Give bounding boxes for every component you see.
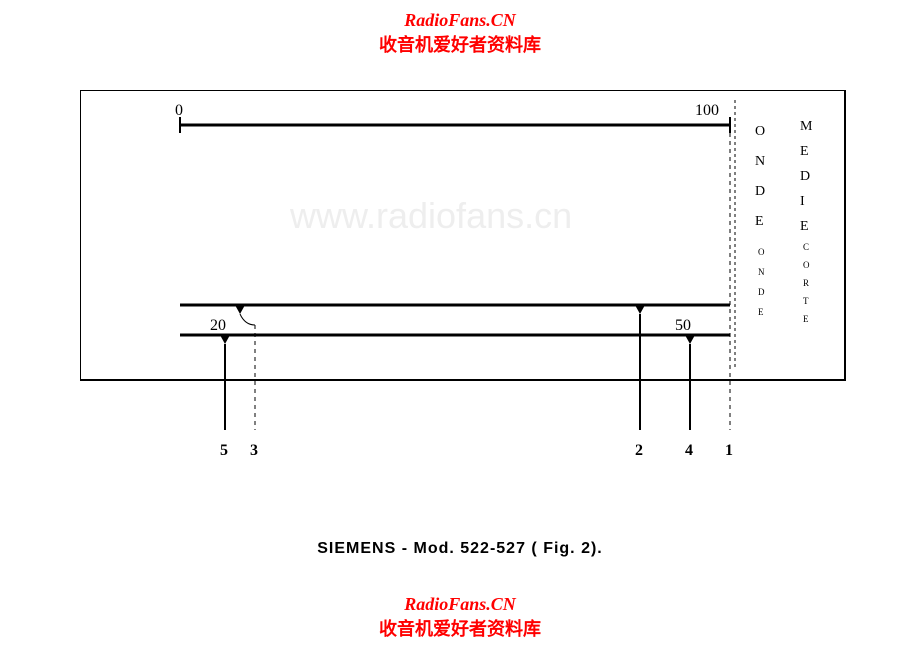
top-scale-left-label: 0 [175,102,183,119]
diagram-svg: 0 100 20 50 O N D E M E D I E O N D E C … [80,90,850,490]
pointer-label-1: 1 [725,442,733,459]
medie-I: I [800,194,805,209]
pointer-label-4: 4 [685,442,693,459]
onde-small-O: O [758,247,765,257]
bottom-marker-2 [685,335,695,344]
onde-small-D: D [758,287,765,297]
bottom-scale-left-label: 20 [210,317,226,334]
onde-small-E: E [758,307,764,317]
corte-T: T [803,296,809,306]
corte-C: C [803,242,809,252]
pointer-label-2: 2 [635,442,643,459]
watermark-footer-subtitle: 收音机爱好者资料库 [0,615,920,641]
watermark-title: RadioFans.CN [0,10,920,31]
watermark-footer-title: RadioFans.CN [0,594,920,615]
diagram-caption: SIEMENS - Mod. 522-527 ( Fig. 2). [0,540,920,558]
corte-O: O [803,260,810,270]
top-scale-right-label: 100 [695,102,719,119]
watermark-header: RadioFans.CN 收音机爱好者资料库 [0,10,920,57]
bottom-scale-right-label: 50 [675,317,691,334]
watermark-footer: RadioFans.CN 收音机爱好者资料库 [0,594,920,641]
watermark-subtitle: 收音机爱好者资料库 [0,31,920,57]
onde-small-N: N [758,267,765,277]
medie-E2: E [800,219,809,234]
middle-marker-2 [635,305,645,314]
pointer-label-5: 5 [220,442,228,459]
medie-D: D [800,169,810,184]
connector-curve [240,314,255,325]
pointer-label-3: 3 [250,442,258,459]
medie-E1: E [800,144,809,159]
onde-O: O [755,124,765,139]
diagram-container: www.radiofans.cn 0 100 20 50 O N D E M E… [80,90,850,490]
onde-E: E [755,214,764,229]
corte-E: E [803,314,809,324]
corte-R: R [803,278,809,288]
onde-N: N [755,154,765,169]
middle-marker-1 [235,305,245,314]
onde-D: D [755,184,765,199]
medie-M: M [800,119,813,134]
bottom-marker-1 [220,335,230,344]
